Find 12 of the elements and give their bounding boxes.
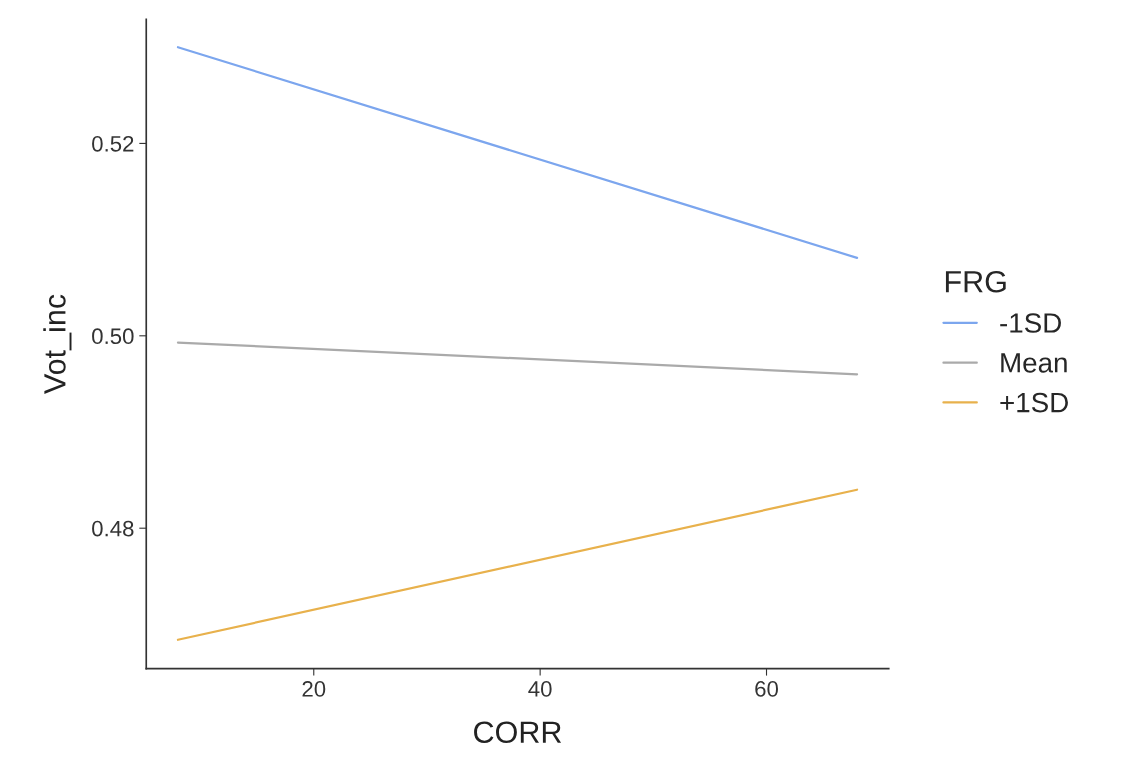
x-tick-label: 40 [528,681,552,697]
legend-label: Mean [1001,353,1067,373]
y-tick-label: 0.52 [92,135,134,152]
y-tick-label: 0.48 [92,520,134,537]
y-tick-label: 0.50 [92,328,134,345]
x-axis-title: CORR [474,721,562,744]
x-tick-label: 20 [302,681,326,697]
y-axis-title: Vot_inc [43,294,72,394]
legend-label: -1SD [1000,313,1061,333]
x-tick-label: 60 [755,681,778,697]
legend-title: FRG [945,270,1006,293]
legend-label: +1SD [1000,392,1068,413]
